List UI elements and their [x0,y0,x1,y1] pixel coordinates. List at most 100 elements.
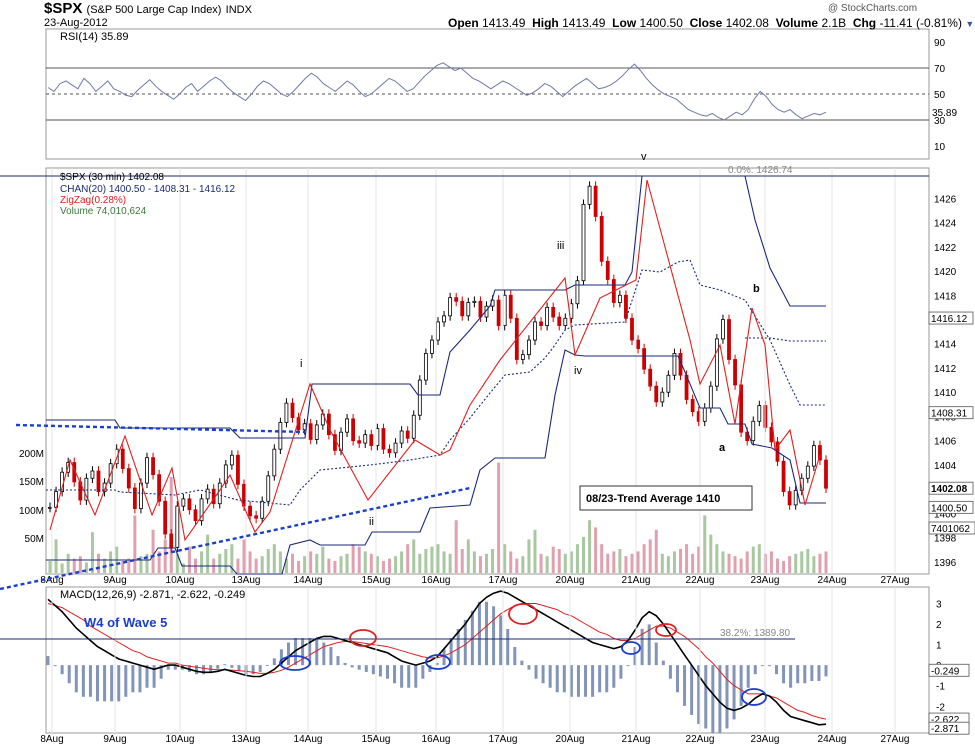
volume-bar [109,551,113,573]
channel-lower-line [46,349,826,575]
rsi-line [47,62,827,121]
macd-legend-text: MACD(12,26,9) -2.871, -2.622, -0.249 [60,589,245,601]
volume-bar [406,544,410,573]
volume-bar [636,551,640,573]
volume-bar [527,539,531,573]
price-candle [417,379,422,416]
price-value-label: 1416.12 [931,314,968,325]
rsi-tick-30: 30 [934,116,946,127]
volume-bar [291,553,294,573]
close-value: 1402.08 [725,16,769,30]
chevron-down-icon[interactable]: ▼ [965,19,975,29]
macd-histogram-bar [117,665,121,702]
price-candle [423,353,428,381]
volume-value-label: 7401062 [931,524,970,535]
volume-bar [642,544,646,573]
macd-layer: -2-10123-0.249-2.622-2.871 [46,590,970,735]
macd-histogram-bar [477,601,481,666]
volume-bar [533,529,537,573]
price-candle [308,423,313,440]
volume-bar [715,544,719,573]
price-panel [45,167,930,575]
macd-histogram-bar [202,665,206,675]
price-tick-1400: 1400 [934,509,957,520]
price-candle [757,405,762,422]
macd-histogram-bar [251,665,255,675]
volume-bar [751,546,755,573]
price-candle [387,448,392,454]
x-tick-label-macd: 23Aug [751,734,780,744]
macd-histogram-bar [605,665,609,693]
x-tick-label: 9Aug [103,575,126,586]
x-tick-label: 20Aug [556,575,585,586]
macd-histogram-bar [690,665,694,715]
macd-histogram-bar [534,665,538,679]
macd-wave-annotation: W4 of Wave 5 [84,615,167,630]
trend-average-text: 08/23-Trend Average 1410 [586,493,720,505]
price-legend-chan: CHAN(20) 1400.50 - 1408.31 - 1416.12 [60,184,236,195]
price-candle [624,294,628,319]
macd-histogram-bar [732,665,736,720]
macd-tick-2: 2 [936,620,942,631]
volume-bar [618,549,622,573]
volume-bar [721,551,725,573]
macd-histogram-bar [301,637,305,666]
price-candle [187,498,192,511]
volume-bar [381,561,385,573]
macd-histogram-bar [485,601,489,666]
volume-bar [448,553,452,573]
volume-bar [551,546,555,573]
price-value-label: 1408.31 [931,409,968,420]
price-candle [436,321,440,341]
volume-bar [812,556,816,573]
price-candle [229,454,234,466]
volume-bar [260,556,264,573]
volume-bar [794,553,798,573]
macd-histogram-bar [166,665,170,670]
rsi-tick-70: 70 [934,64,946,75]
price-candle [751,420,756,442]
macd-histogram-bar [110,665,114,702]
volume-bar [600,544,604,573]
macd-histogram-bar [675,665,679,693]
macd-histogram-bar [442,649,446,666]
price-candle [630,317,634,341]
price-candle [575,280,580,305]
volume-bar [745,551,749,573]
low-label: Low [612,16,637,30]
x-tick-label: 24Aug [818,575,847,586]
volume-bar [206,534,210,573]
price-legend-zigzag: ZigZag(0.28%) [60,195,126,206]
x-tick-label: 21Aug [622,575,651,586]
volume-bar [388,558,391,573]
volume-bar [648,539,652,573]
fib-382-label: 38.2%: 1389.80 [720,628,790,639]
macd-histogram-bar [322,642,326,666]
macd-histogram-bar [782,665,786,684]
rsi-legend-text: RSI(14) 35.89 [60,31,128,43]
macd-histogram-bar [449,637,453,666]
macd-histogram-bar [746,665,750,688]
x-tick-label-macd: 22Aug [686,734,715,744]
price-candle [363,434,368,444]
volume-bar [284,558,288,573]
price-candle [448,297,453,317]
volume-bar [375,556,379,573]
price-candle [702,407,707,422]
price-candle [648,368,653,387]
x-tick-label-macd: 8Aug [40,734,63,744]
fib-0-label: 0.0%: 1426.74 [728,165,793,176]
price-candle [284,402,289,423]
volume-bar [297,561,301,573]
volume-bar [569,551,573,573]
volume-bar [497,462,501,573]
x-tick-label: 10Aug [166,575,195,586]
price-candle [533,321,537,341]
macd-histogram-bar [633,647,637,666]
volume-bar [606,553,610,573]
macd-tick-1: 1 [936,641,942,652]
macd-histogram-bar [640,628,644,666]
price-candle [508,294,513,319]
close-label: Close [689,16,723,30]
macd-histogram-bar [195,665,199,675]
